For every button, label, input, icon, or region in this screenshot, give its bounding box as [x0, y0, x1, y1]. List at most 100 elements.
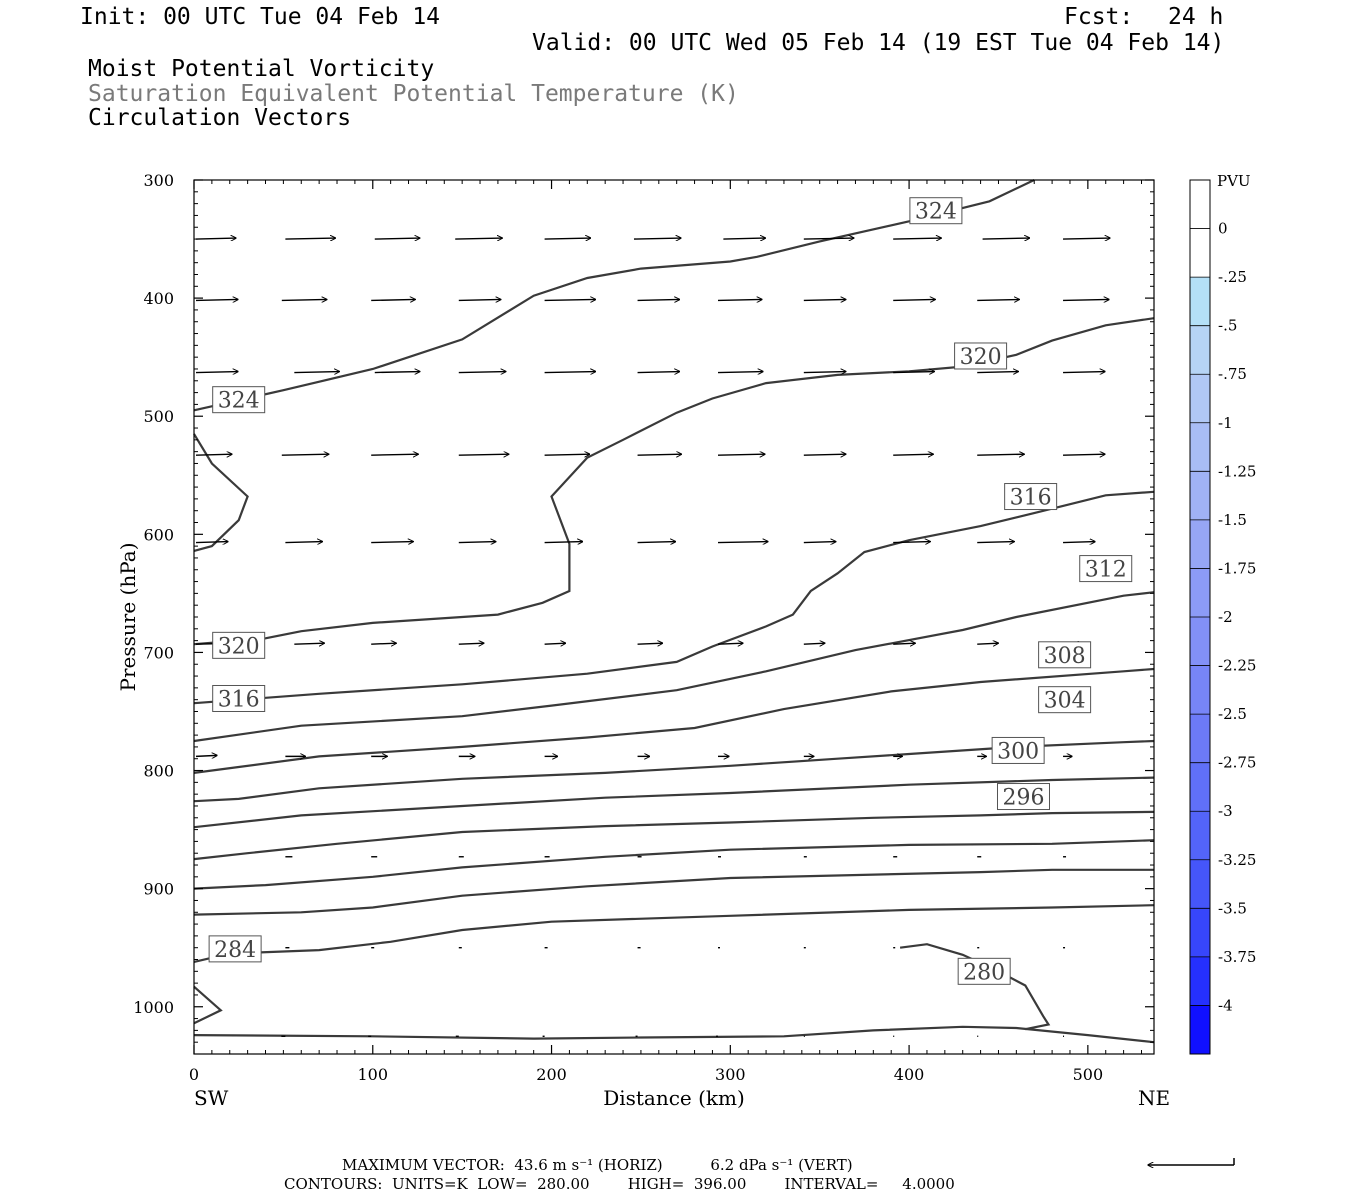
circulation-vector [1063, 299, 1109, 300]
colorbar-swatch [1190, 811, 1210, 861]
circulation-vector [977, 454, 1024, 455]
circulation-vector [637, 643, 663, 644]
circulation-vector [195, 372, 238, 373]
contour-label: 316 [1010, 486, 1052, 511]
x-tick-label: 200 [536, 1065, 567, 1084]
contour-280 [899, 943, 1051, 1031]
x-tick-label: 300 [715, 1065, 746, 1084]
colorbar-tick-label: -2.75 [1218, 754, 1256, 772]
contour-324 [193, 433, 249, 552]
colorbar-title: PVU [1217, 172, 1251, 190]
x-axis-label: Distance (km) [603, 1086, 745, 1110]
circulation-vector [1063, 454, 1105, 455]
circulation-vector [1063, 372, 1105, 373]
circulation-vector [977, 542, 1014, 543]
circulation-vector [982, 238, 1030, 239]
contour-label-box [909, 197, 963, 225]
colorbar-tick-label: -1.5 [1218, 511, 1247, 529]
circulation-vector [371, 643, 396, 644]
circulation-vector [458, 372, 506, 373]
contour-label-box [212, 386, 266, 414]
circulation-vector [544, 372, 596, 373]
colorbar-swatch [1190, 277, 1210, 327]
circulation-vector [195, 238, 236, 239]
contour-300 [193, 776, 1155, 829]
contour-info-note: CONTOURS: UNITS=K LOW= 280.00 HIGH= 396.… [284, 1175, 955, 1193]
circulation-vector [637, 454, 682, 455]
colorbar-tick-label: -1.75 [1218, 559, 1256, 577]
colorbar-swatch [1190, 325, 1210, 375]
circulation-vector [458, 542, 496, 543]
contour-label-box [957, 957, 1011, 985]
contour-312 [193, 591, 1155, 743]
contour-label-box [1004, 483, 1058, 511]
circulation-vector [281, 454, 329, 455]
colorbar-swatch [1190, 956, 1210, 1006]
x-tick-label: 500 [1073, 1065, 1104, 1084]
contour-288 [193, 868, 1154, 916]
x-tick-label: 100 [357, 1065, 388, 1084]
colorbar-swatch [1190, 762, 1210, 812]
y-tick-label: 1000 [133, 998, 174, 1017]
field-title-mpv: Moist Potential Vorticity [88, 56, 435, 82]
colorbar-tick-label: -2.5 [1218, 705, 1247, 723]
y-tick-label: 500 [143, 407, 174, 426]
contour-label-box [212, 684, 266, 712]
contour-label: 304 [1044, 689, 1086, 714]
plot-frame [193, 179, 1155, 1055]
y-tick-label: 800 [143, 762, 174, 781]
circulation-vector [544, 542, 583, 543]
circulation-vector [281, 299, 327, 300]
y-tick-label: 700 [143, 643, 174, 662]
circulation-vector [637, 372, 680, 373]
circulation-vector [717, 643, 743, 644]
colorbar-tick-label: -3.75 [1218, 948, 1256, 966]
circulation-vector [803, 542, 836, 543]
colorbar-tick-label: -1.25 [1218, 462, 1256, 480]
circulation-vector [717, 299, 762, 300]
colorbar-swatch [1190, 519, 1210, 569]
circulation-vector [717, 542, 768, 543]
contour-304 [193, 739, 1155, 803]
colorbar-tick-label: -2.25 [1218, 657, 1256, 675]
contour-320 [193, 317, 1155, 646]
colorbar-swatch [1190, 617, 1210, 667]
circulation-vector [717, 372, 763, 373]
circulation-vector [893, 454, 933, 455]
circulation-vector [374, 372, 420, 373]
colorbar-swatch [1190, 374, 1210, 424]
field-title-vectors: Circulation Vectors [88, 105, 352, 131]
max-vector-note: MAXIMUM VECTOR: 43.6 m s⁻¹ (HORIZ) 6.2 d… [342, 1156, 853, 1174]
colorbar-tick-label: -.25 [1218, 268, 1247, 286]
x-axis-right-end: NE [1138, 1086, 1170, 1110]
contour-label-box [1038, 686, 1092, 714]
circulation-vector [803, 299, 846, 300]
circulation-vector [723, 238, 765, 239]
circulation-vector [1063, 542, 1095, 543]
circulation-vector [374, 238, 420, 239]
circulation-vector [544, 238, 591, 239]
x-tick-label: 0 [189, 1065, 199, 1084]
circulation-vector [371, 454, 418, 455]
colorbar-tick-label: -2 [1218, 608, 1233, 626]
colorbar-swatch [1190, 568, 1210, 618]
circulation-vector [458, 643, 484, 644]
contour-280 [193, 1025, 1155, 1044]
circulation-vector [285, 238, 335, 239]
circulation-vector [371, 299, 415, 300]
contour-292 [193, 839, 1155, 890]
colorbar-swatch [1190, 1005, 1210, 1055]
colorbar-tick-label: -.5 [1218, 317, 1237, 335]
circulation-vector [1063, 238, 1110, 239]
contour-296 [193, 810, 1155, 861]
colorbar: 0 -.25 -.5 -.75 -1 -1.25 -1.5 -1.75 -2 -2.25 -2.5 -… [1189, 179, 1256, 1055]
contour-label: 296 [1002, 786, 1044, 811]
circulation-vector [195, 542, 228, 543]
contour-label: 284 [214, 938, 256, 963]
contour-layer [193, 179, 1155, 1044]
circulation-vector [893, 542, 930, 543]
circulation-vector [717, 454, 765, 455]
contour-label: 324 [218, 389, 260, 414]
circulation-vector [195, 454, 232, 455]
